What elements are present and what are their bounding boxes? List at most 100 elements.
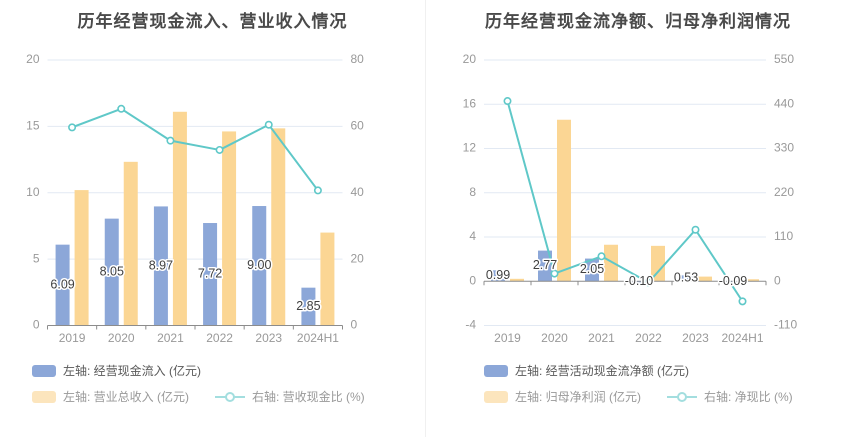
bar-blue-2023[interactable] xyxy=(679,275,693,282)
x-category-label: 2020 xyxy=(541,331,568,345)
bar-orange-2020[interactable] xyxy=(557,119,571,282)
line-point-2022[interactable] xyxy=(215,145,224,154)
bar-orange-2023[interactable] xyxy=(698,276,712,282)
bar-blue-2024H1[interactable] xyxy=(301,287,316,326)
bar-blue-2021[interactable] xyxy=(153,206,168,326)
right-axis-tick-label: 110 xyxy=(774,229,793,243)
bar-orange-2020[interactable] xyxy=(123,161,138,326)
bar-blue-2020[interactable] xyxy=(538,250,552,282)
bar-value-label: 0.99 xyxy=(486,268,510,282)
line-point-2021[interactable] xyxy=(166,136,175,145)
line-point-2020[interactable] xyxy=(117,104,126,113)
trend-line[interactable] xyxy=(71,107,319,192)
legend-label: 左轴: 营业总收入 (亿元) xyxy=(63,390,189,404)
bar-value-label: 9.00 xyxy=(247,258,271,272)
bar-blue-2023[interactable] xyxy=(252,206,267,326)
right-axis-tick-label: -110 xyxy=(774,318,797,332)
legend-bar-swatch-icon xyxy=(484,390,508,403)
legend-item-bar-0[interactable]: 左轴: 经营现金流入 (亿元) xyxy=(32,362,201,379)
bar-value-label: 8.97 xyxy=(149,258,173,272)
line-point-2019[interactable] xyxy=(68,123,77,132)
legend-row: 左轴: 经营活动现金流净额 (亿元) xyxy=(484,362,793,379)
bar-orange-2021[interactable] xyxy=(172,111,187,326)
legend-item-bar-1[interactable]: 左轴: 营业总收入 (亿元) xyxy=(32,388,189,405)
legend-row: 左轴: 经营现金流入 (亿元) xyxy=(32,362,365,379)
line-point-2019[interactable] xyxy=(503,97,512,106)
trend-line[interactable] xyxy=(506,100,744,302)
chart1-legend: 左轴: 经营现金流入 (亿元) 左轴: 营业总收入 (亿元) 右轴: 营收现金比 (… xyxy=(32,362,365,405)
left-axis-tick-label: 4 xyxy=(469,229,476,243)
bar-blue-2022[interactable] xyxy=(203,223,218,326)
bar-value-label: 0.53 xyxy=(674,271,698,285)
x-category-label: 2023 xyxy=(682,331,709,345)
x-category-label: 2020 xyxy=(108,331,135,345)
bar-orange-2019[interactable] xyxy=(74,190,89,326)
right-axis-tick-label: 440 xyxy=(774,96,794,110)
legend-label: 右轴: 营收现金比 (%) xyxy=(252,390,365,404)
legend-bar-swatch-icon xyxy=(484,364,508,377)
x-category-label: 2021 xyxy=(157,331,184,345)
legend-bar-swatch-icon xyxy=(32,390,56,403)
right-axis-tick-label: 20 xyxy=(351,251,365,265)
legend-item-line-2[interactable]: 右轴: 净现比 (%) xyxy=(667,388,793,405)
x-category-label: 2024H1 xyxy=(297,331,339,345)
legend-label: 左轴: 经营活动现金流净额 (亿元) xyxy=(515,364,689,378)
bar-orange-2023[interactable] xyxy=(271,128,286,326)
line-point-2023[interactable] xyxy=(691,225,700,234)
bar-value-label: 8.05 xyxy=(100,264,124,278)
line-point-2021[interactable] xyxy=(597,252,606,261)
x-category-label: 2019 xyxy=(494,331,521,345)
left-axis-tick-label: 20 xyxy=(463,52,477,66)
legend-item-line-2[interactable]: 右轴: 营收现金比 (%) xyxy=(215,388,365,405)
legend-bar-swatch-icon xyxy=(32,364,56,377)
chart-cash-inflow-revenue: 历年经营现金流入、营业收入情况 20 15 10 5 0 80 60 40 20 0 6.09 8.0… xyxy=(26,12,365,405)
line-point-2024H1[interactable] xyxy=(738,297,747,306)
legend-label: 左轴: 经营现金流入 (亿元) xyxy=(63,364,201,378)
bar-orange-2021[interactable] xyxy=(604,244,618,282)
legend-label: 右轴: 净现比 (%) xyxy=(704,390,793,404)
left-axis-tick-label: 12 xyxy=(463,141,477,155)
line-point-2020[interactable] xyxy=(550,269,559,278)
legend-label: 左轴: 归母净利润 (亿元) xyxy=(515,390,641,404)
left-axis-tick-label: 15 xyxy=(26,119,40,133)
right-axis-tick-label: 220 xyxy=(774,185,794,199)
chart1-plot: 20 15 10 5 0 80 60 40 20 0 6.09 8.05 8.97 7.72 9.00 2.8… xyxy=(26,52,365,345)
chart2-title: 历年经营现金流净额、归母净利润情况 xyxy=(485,12,791,31)
right-axis-tick-label: 550 xyxy=(774,52,794,66)
line-point-2022[interactable] xyxy=(644,278,653,287)
bar-blue-2022[interactable] xyxy=(632,281,646,283)
legend-row: 左轴: 归母净利润 (亿元) 右轴: 净现比 (%) xyxy=(484,388,793,405)
left-axis-tick-label: -4 xyxy=(465,318,476,332)
left-axis-tick-label: 8 xyxy=(469,185,476,199)
legend-item-bar-0[interactable]: 左轴: 经营活动现金流净额 (亿元) xyxy=(484,362,689,379)
bar-value-label: -0.09 xyxy=(719,274,748,288)
bar-value-label: 6.09 xyxy=(50,277,74,291)
line-point-2023[interactable] xyxy=(264,120,273,129)
bar-blue-2019[interactable] xyxy=(491,270,505,282)
x-category-label: 2022 xyxy=(206,331,233,345)
legend-line-marker-icon xyxy=(667,391,697,402)
left-axis-tick-label: 20 xyxy=(26,52,40,66)
bar-orange-2019[interactable] xyxy=(510,278,524,282)
x-category-label: 2022 xyxy=(635,331,662,345)
legend-row: 左轴: 营业总收入 (亿元) 右轴: 营收现金比 (%) xyxy=(32,388,365,405)
bar-value-label: 2.05 xyxy=(580,262,604,276)
bar-orange-2022[interactable] xyxy=(222,131,237,326)
bar-orange-2024H1[interactable] xyxy=(745,279,759,282)
bar-orange-2022[interactable] xyxy=(651,245,665,282)
chart1-title: 历年经营现金流入、营业收入情况 xyxy=(77,12,348,31)
bar-value-label: -0.10 xyxy=(625,274,654,288)
left-axis-tick-label: 16 xyxy=(463,96,477,110)
left-axis-tick-label: 0 xyxy=(469,273,476,287)
bar-orange-2024H1[interactable] xyxy=(320,232,335,326)
bar-blue-2021[interactable] xyxy=(585,258,599,282)
legend-item-bar-1[interactable]: 左轴: 归母净利润 (亿元) xyxy=(484,388,641,405)
chart2-legend: 左轴: 经营活动现金流净额 (亿元) 左轴: 归母净利润 (亿元) 右轴: 净现比 … xyxy=(484,362,793,405)
bar-blue-2020[interactable] xyxy=(104,218,119,326)
x-category-label: 2024H1 xyxy=(721,331,763,345)
left-axis-tick-label: 5 xyxy=(33,251,40,265)
bar-value-label: 7.72 xyxy=(198,267,222,281)
line-point-2024H1[interactable] xyxy=(313,186,322,195)
bar-blue-2019[interactable] xyxy=(55,244,70,326)
